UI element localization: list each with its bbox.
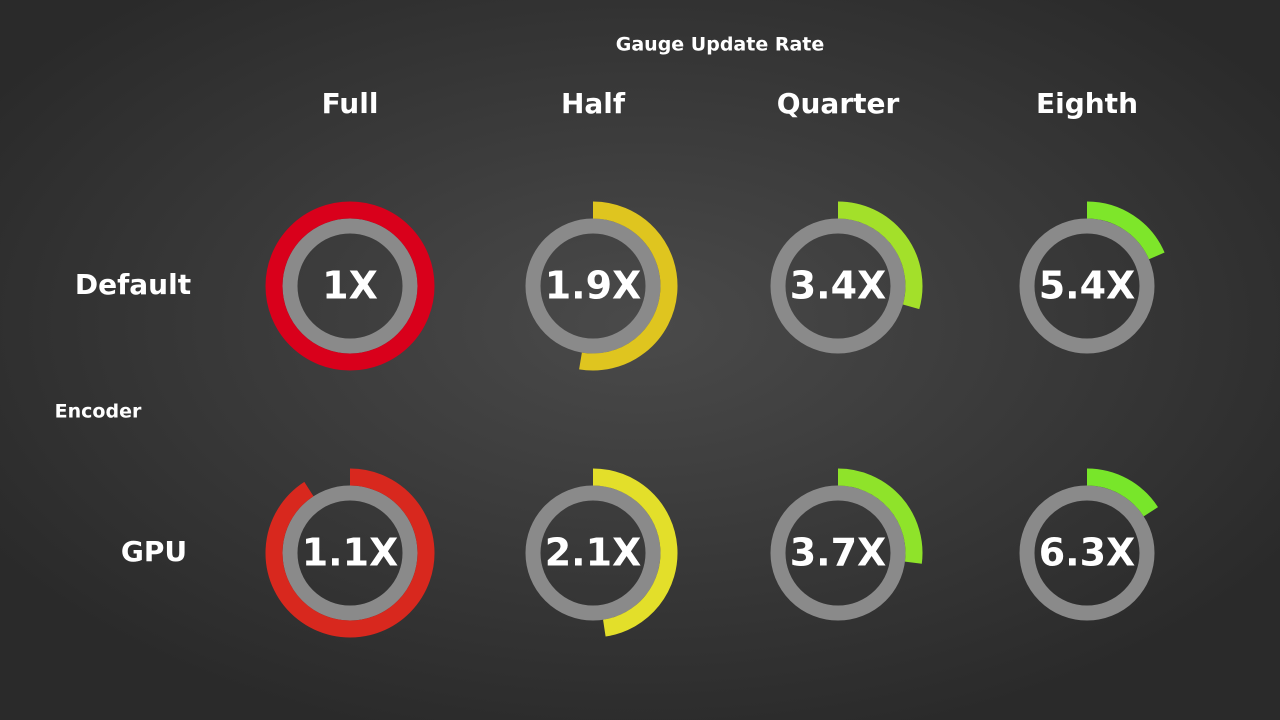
gauge-label: 2.1X: [545, 531, 642, 575]
column-header: Eighth: [1036, 87, 1138, 120]
gauge-label: 1X: [322, 264, 378, 308]
gauge-arc: [837, 468, 923, 564]
gauge-label: 6.3X: [1039, 531, 1136, 575]
gauge-track: [525, 485, 661, 621]
gauge-track: [282, 485, 418, 621]
gauge-arc: [1086, 201, 1165, 260]
gauge-track: [525, 218, 661, 354]
gauge-track: [1019, 218, 1155, 354]
gauge-track: [770, 485, 906, 621]
chart-title: Gauge Update Rate: [616, 34, 825, 56]
column-header: Half: [561, 87, 626, 120]
gauge-label: 1.9X: [545, 264, 642, 308]
column-header: Quarter: [777, 87, 900, 120]
y-axis-label: Encoder: [55, 401, 142, 423]
column-header: Full: [322, 87, 379, 120]
gauge-arc: [837, 201, 923, 310]
gauge-arc: [265, 468, 435, 638]
row-label: Default: [75, 268, 191, 301]
gauge-label: 3.4X: [790, 264, 887, 308]
gauge-arc: [579, 201, 678, 371]
gauge-arc: [1086, 468, 1158, 517]
gauge-label: 1.1X: [302, 531, 399, 575]
gauge-track: [1019, 485, 1155, 621]
gauge-label: 3.7X: [790, 531, 887, 575]
gauge-label: 5.4X: [1039, 264, 1136, 308]
gauge-track: [282, 218, 418, 354]
gauge-arc: [592, 468, 678, 637]
gauge-track: [770, 218, 906, 354]
row-label: GPU: [121, 535, 187, 568]
gauge-arc: [265, 201, 435, 371]
